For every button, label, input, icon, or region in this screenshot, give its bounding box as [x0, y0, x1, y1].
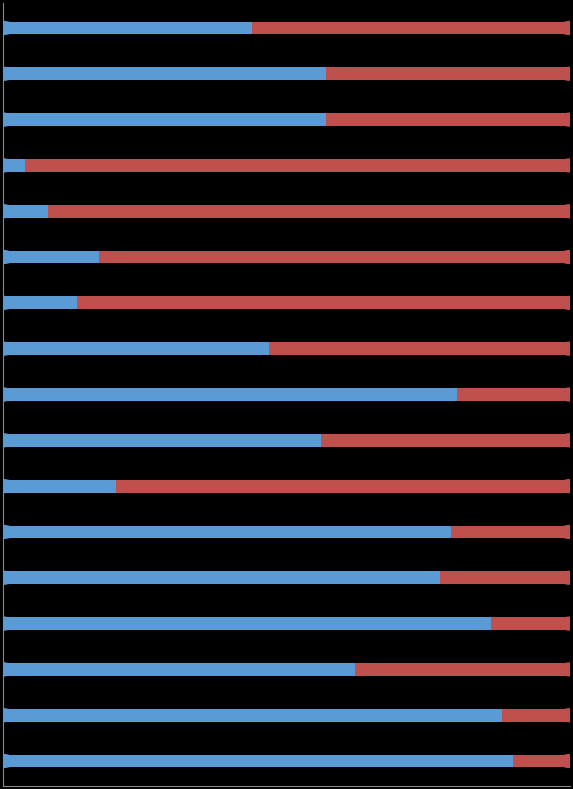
- Bar: [457, 388, 570, 401]
- Ellipse shape: [558, 571, 573, 584]
- Ellipse shape: [0, 342, 15, 355]
- Ellipse shape: [558, 388, 573, 401]
- Bar: [48, 205, 570, 218]
- Bar: [3, 251, 99, 264]
- Bar: [253, 21, 570, 35]
- Bar: [3, 159, 25, 172]
- Bar: [116, 480, 570, 492]
- Ellipse shape: [0, 754, 15, 768]
- Ellipse shape: [558, 159, 573, 172]
- Ellipse shape: [558, 525, 573, 538]
- Bar: [3, 205, 48, 218]
- Ellipse shape: [558, 67, 573, 80]
- Bar: [502, 709, 570, 722]
- Ellipse shape: [0, 525, 15, 538]
- Ellipse shape: [558, 434, 573, 447]
- Bar: [77, 297, 570, 309]
- Ellipse shape: [0, 159, 15, 172]
- Bar: [99, 251, 570, 264]
- Bar: [326, 113, 570, 126]
- Bar: [326, 67, 570, 80]
- Ellipse shape: [0, 21, 15, 35]
- Bar: [3, 525, 451, 538]
- Bar: [3, 434, 320, 447]
- Ellipse shape: [0, 709, 15, 722]
- Ellipse shape: [0, 571, 15, 584]
- Ellipse shape: [0, 251, 15, 264]
- Bar: [3, 754, 513, 768]
- Ellipse shape: [558, 297, 573, 309]
- Bar: [3, 21, 253, 35]
- Bar: [3, 571, 439, 584]
- Ellipse shape: [0, 113, 15, 126]
- Bar: [3, 663, 355, 676]
- Ellipse shape: [0, 297, 15, 309]
- Ellipse shape: [0, 663, 15, 676]
- Bar: [3, 709, 502, 722]
- Bar: [491, 617, 570, 630]
- Ellipse shape: [558, 251, 573, 264]
- Bar: [3, 617, 491, 630]
- Ellipse shape: [558, 342, 573, 355]
- Ellipse shape: [558, 113, 573, 126]
- Ellipse shape: [0, 205, 15, 218]
- Ellipse shape: [558, 754, 573, 768]
- Bar: [355, 663, 570, 676]
- Bar: [320, 434, 570, 447]
- Bar: [269, 342, 570, 355]
- Ellipse shape: [558, 709, 573, 722]
- Bar: [439, 571, 570, 584]
- Ellipse shape: [558, 480, 573, 492]
- Bar: [3, 388, 457, 401]
- Bar: [3, 297, 77, 309]
- Ellipse shape: [0, 434, 15, 447]
- Bar: [3, 480, 116, 492]
- Bar: [3, 342, 269, 355]
- Bar: [451, 525, 570, 538]
- Ellipse shape: [558, 663, 573, 676]
- Ellipse shape: [558, 205, 573, 218]
- Ellipse shape: [0, 480, 15, 492]
- Ellipse shape: [558, 21, 573, 35]
- Bar: [513, 754, 570, 768]
- Ellipse shape: [0, 67, 15, 80]
- Bar: [3, 67, 326, 80]
- Ellipse shape: [0, 617, 15, 630]
- Bar: [25, 159, 570, 172]
- Ellipse shape: [558, 617, 573, 630]
- Ellipse shape: [0, 388, 15, 401]
- Bar: [3, 113, 326, 126]
